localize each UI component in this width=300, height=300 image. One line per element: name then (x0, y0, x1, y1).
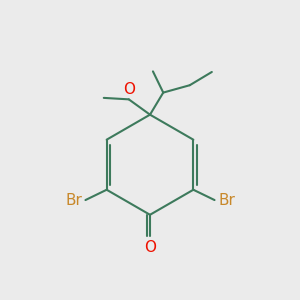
Text: O: O (123, 82, 135, 97)
Text: O: O (144, 240, 156, 255)
Text: Br: Br (65, 193, 82, 208)
Text: Br: Br (218, 193, 235, 208)
